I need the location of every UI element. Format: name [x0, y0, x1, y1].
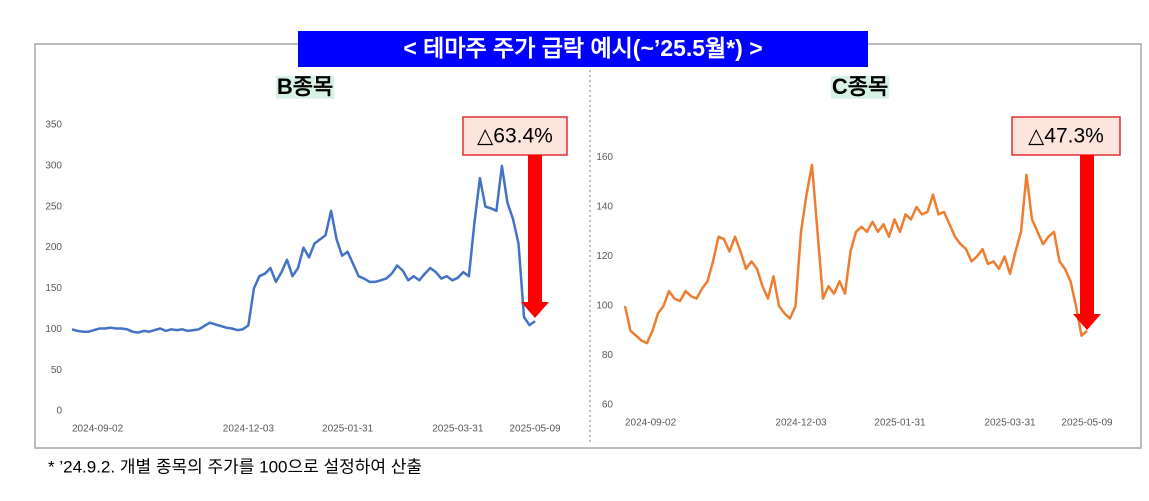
title-highlight: [830, 75, 890, 99]
x-tick-label: 2025-03-31: [984, 418, 1036, 429]
annotation-box: [462, 116, 568, 156]
y-tick-label: 350: [45, 120, 62, 131]
page-title: < 테마주 주가 급락 예시(~’25.5월*) >: [403, 35, 762, 61]
line: [623, 163, 1088, 345]
y-tick-label: 120: [596, 251, 613, 262]
annotation-box: [1011, 116, 1121, 156]
chart-title: B종목: [277, 74, 333, 99]
y-tick-label: 0: [56, 406, 62, 417]
y-tick-label: 50: [51, 365, 63, 376]
footnote: * ’24.9.2. 개별 종목의 주가를 100으로 설정하여 산출: [48, 457, 422, 476]
y-tick-label: 100: [45, 324, 62, 335]
x-tick-label: 2024-12-03: [775, 418, 827, 429]
x-tick-label: 2025-03-31: [432, 424, 484, 435]
y-tick-label: 300: [45, 160, 62, 171]
chart-title: C종목: [832, 74, 888, 99]
x-tick-label: 2025-05-09: [509, 424, 561, 435]
y-tick-label: 200: [45, 242, 62, 253]
y-tick-label: 60: [602, 400, 614, 411]
y-tick-label: 80: [602, 350, 614, 361]
y-tick-label: 150: [45, 283, 62, 294]
arrow-shaft: [528, 155, 542, 304]
x-tick-label: 2025-01-31: [322, 424, 374, 435]
annotation: △47.3%: [1028, 125, 1104, 148]
title-highlight: [275, 75, 335, 99]
y-tick-label: 160: [596, 152, 613, 163]
x-tick-label: 2025-05-09: [1061, 418, 1113, 429]
line: [71, 164, 536, 334]
arrow-head: [1073, 314, 1101, 330]
arrow-shaft: [1080, 155, 1094, 316]
y-tick-label: 140: [596, 202, 613, 213]
x-tick-label: 2024-09-02: [625, 418, 677, 429]
x-tick-label: 2025-01-31: [874, 418, 926, 429]
y-tick-label: 100: [596, 301, 613, 312]
y-tick-label: 250: [45, 201, 62, 212]
arrow-head: [521, 302, 549, 318]
frame: [34, 43, 1142, 449]
x-tick-label: 2024-12-03: [223, 424, 275, 435]
title-box: [298, 31, 868, 67]
annotation: △63.4%: [477, 125, 553, 148]
x-tick-label: 2024-09-02: [72, 424, 124, 435]
